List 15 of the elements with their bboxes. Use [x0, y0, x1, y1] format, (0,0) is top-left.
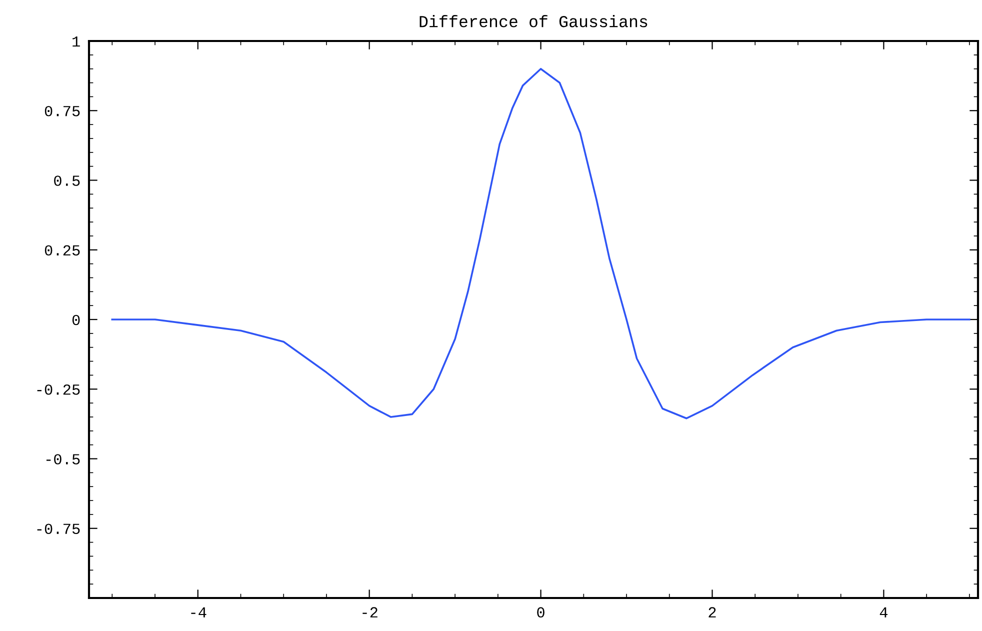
x-tick-label: -2: [362, 607, 378, 618]
x-tick-label: 2: [708, 607, 716, 618]
y-tick-label: 0.25: [44, 245, 80, 256]
y-tick-label: -0.25: [37, 384, 80, 395]
y-tick-label: -0.75: [37, 524, 80, 534]
y-tick-label: 0.75: [44, 106, 80, 116]
y-tick-label: 1: [72, 36, 80, 47]
x-tick-label: -4: [191, 607, 206, 618]
y-tick-label: 0: [72, 314, 80, 326]
x-tick-label: 4: [880, 607, 888, 618]
y-tick-label: -0.5: [46, 454, 80, 464]
line-series: [111, 68, 970, 420]
x-tick-label: 0: [537, 607, 544, 618]
y-tick-label: 0.5: [54, 176, 80, 186]
chart-title: Difference of Gaussians: [420, 15, 648, 28]
